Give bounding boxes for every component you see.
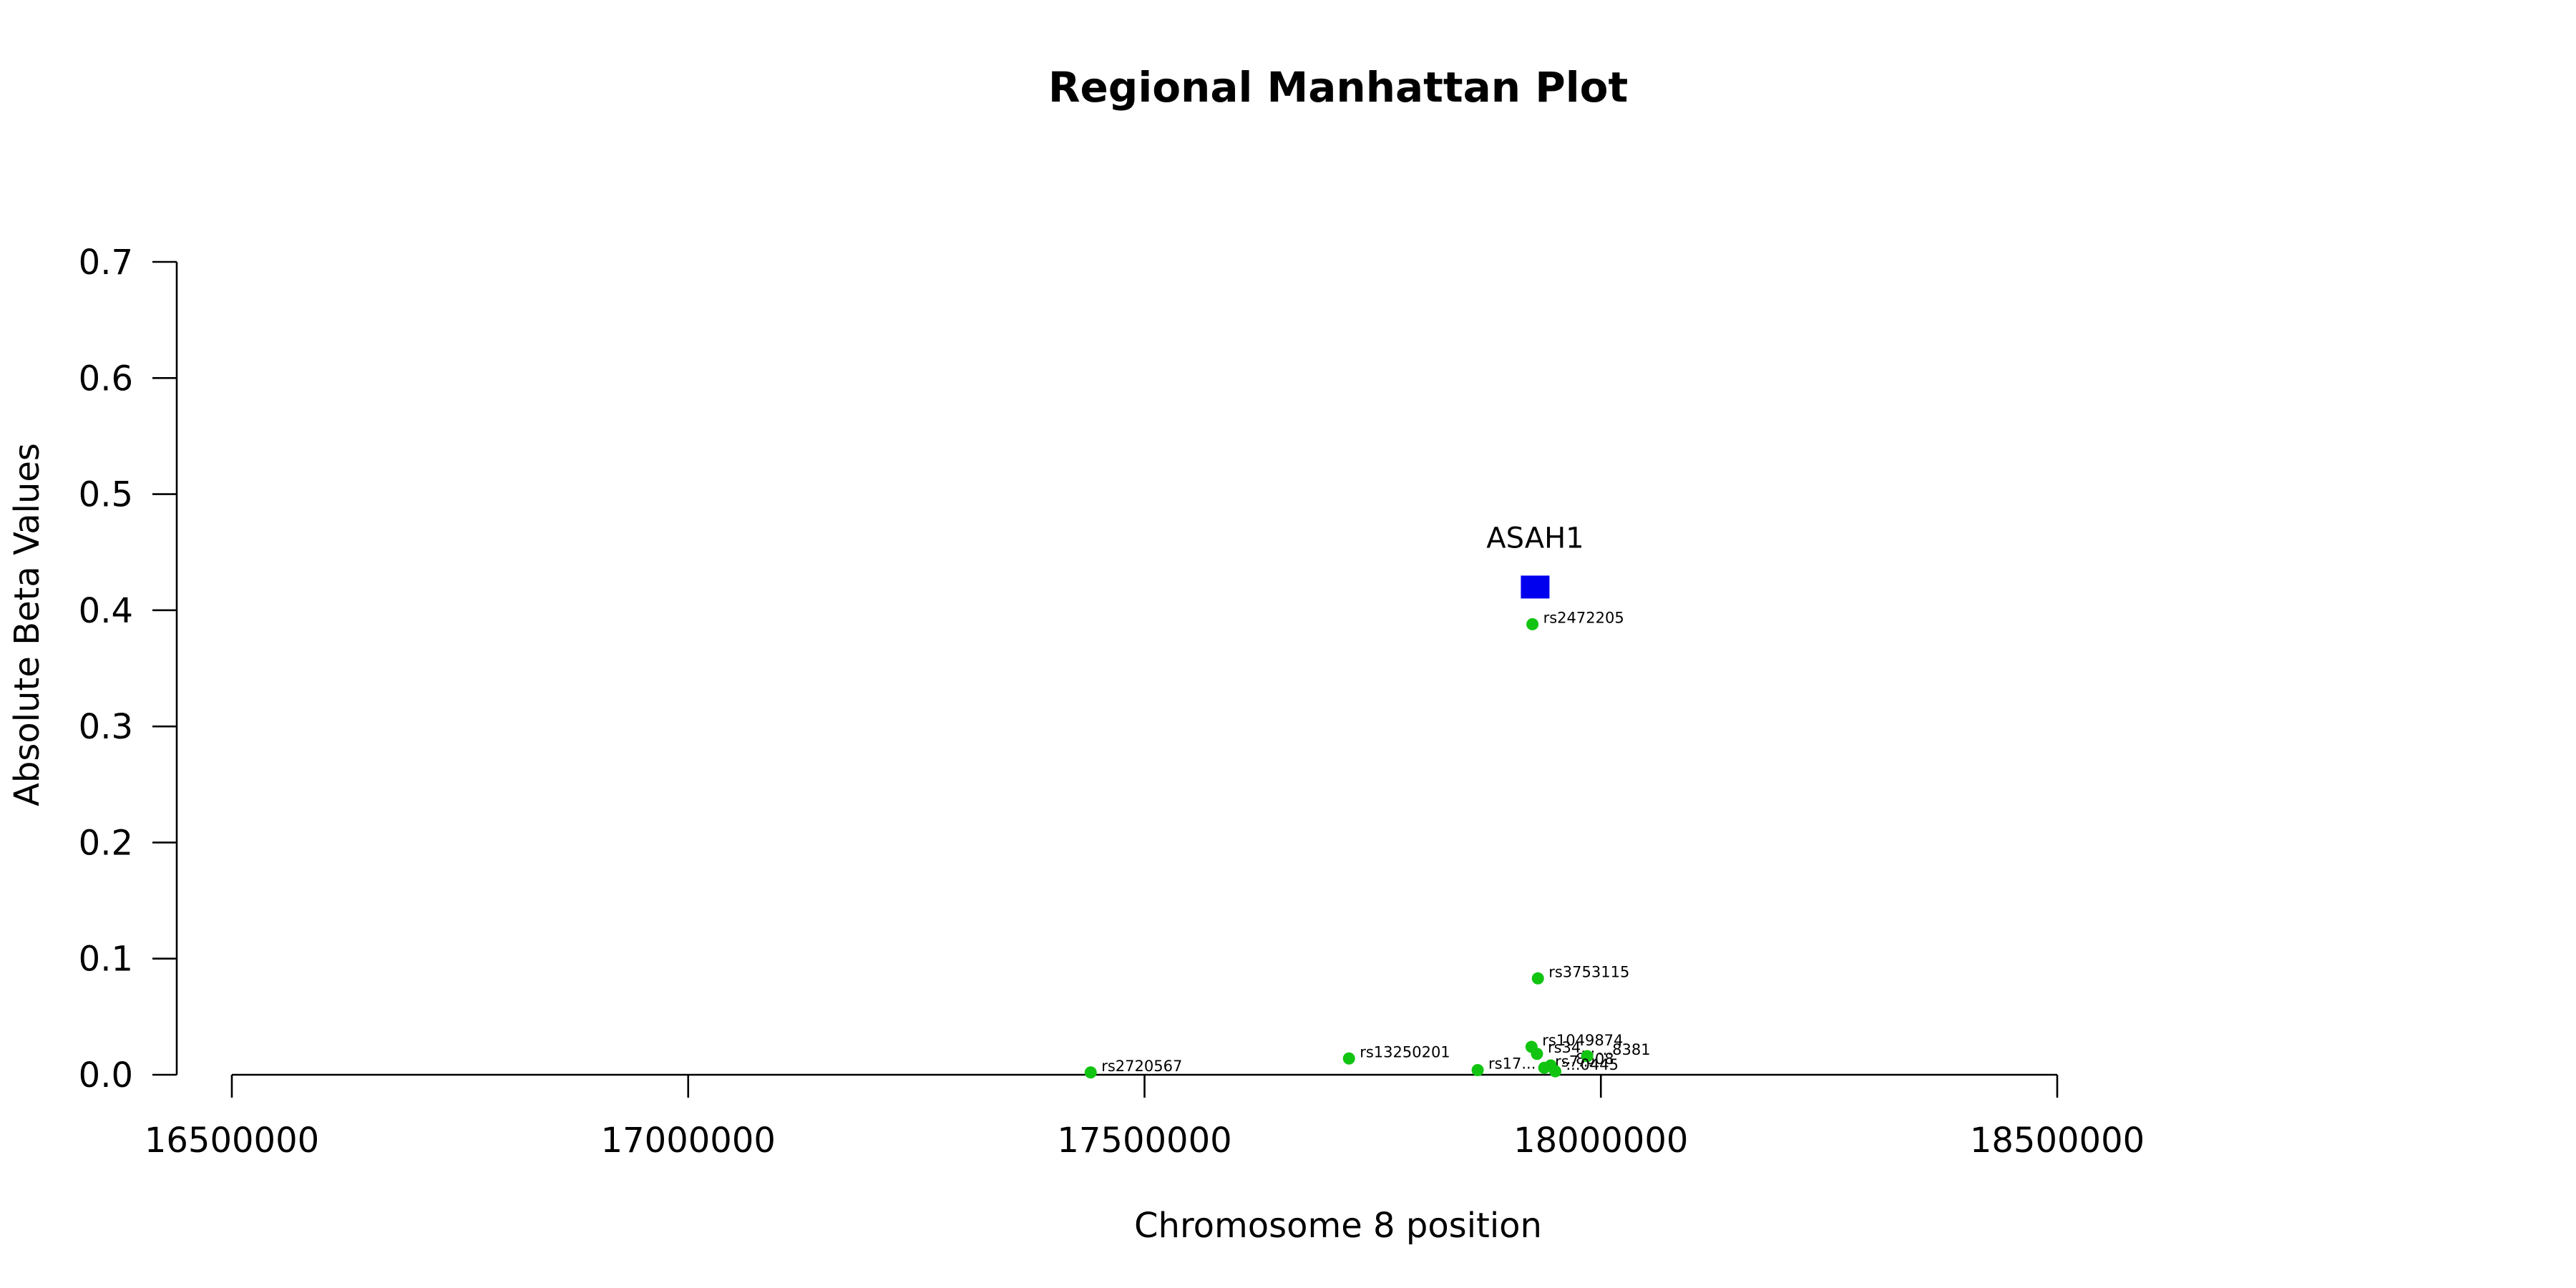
- snp-label: rs2472205: [1543, 609, 1624, 626]
- snp-point: [1531, 1048, 1543, 1060]
- y-tick-label: 0.2: [79, 823, 133, 863]
- x-axis-ticks: 16500000 17000000 17500000 18000000 18500000: [145, 1075, 2145, 1161]
- snp-point: [1526, 618, 1539, 630]
- snp-label: rs2720567: [1101, 1058, 1182, 1075]
- snp-point: [1548, 1065, 1561, 1078]
- snp-point: [1581, 1050, 1594, 1063]
- y-tick-label: 0.6: [79, 358, 133, 399]
- y-tick-label: 0.7: [79, 243, 133, 283]
- snp-label: ...8381: [1598, 1041, 1650, 1058]
- x-axis-title: Chromosome 8 position: [1134, 1206, 1542, 1246]
- snp-point: [1531, 972, 1544, 985]
- y-axis-title: Absolute Beta Values: [7, 443, 47, 806]
- snp-point: [1084, 1066, 1097, 1079]
- y-tick-label: 0.4: [79, 591, 133, 631]
- chart-title: Regional Manhattan Plot: [1048, 63, 1628, 112]
- y-tick-label: 0.0: [79, 1055, 133, 1096]
- gene-label: ASAH1: [1486, 522, 1584, 555]
- x-tick-label: 18000000: [1513, 1121, 1688, 1161]
- y-tick-label: 0.5: [79, 475, 133, 515]
- snp-label: rs3753115: [1548, 963, 1629, 980]
- y-axis-ticks: 0.0 0.1 0.2 0.3 0.4 0.5 0.6 0.7: [79, 243, 177, 1096]
- x-tick-label: 16500000: [145, 1121, 319, 1161]
- snp-label: rs17...: [1488, 1055, 1536, 1073]
- gene-marker: [1521, 575, 1550, 599]
- y-tick-label: 0.1: [79, 940, 133, 980]
- snp-label: rs13250201: [1360, 1043, 1450, 1060]
- x-tick-label: 17500000: [1057, 1121, 1231, 1161]
- data-points: rs2720567rs13250201rs17...rs1049874rs34.…: [1084, 609, 1651, 1079]
- x-tick-label: 18500000: [1970, 1121, 2145, 1161]
- x-tick-label: 17000000: [601, 1121, 776, 1161]
- gene-markers: ASAH1: [1486, 522, 1584, 599]
- y-tick-label: 0.3: [79, 707, 133, 747]
- snp-point: [1342, 1052, 1355, 1065]
- snp-label: ...0445: [1566, 1056, 1618, 1073]
- snp-point: [1471, 1064, 1484, 1077]
- snp-label: rs1049874: [1542, 1032, 1623, 1049]
